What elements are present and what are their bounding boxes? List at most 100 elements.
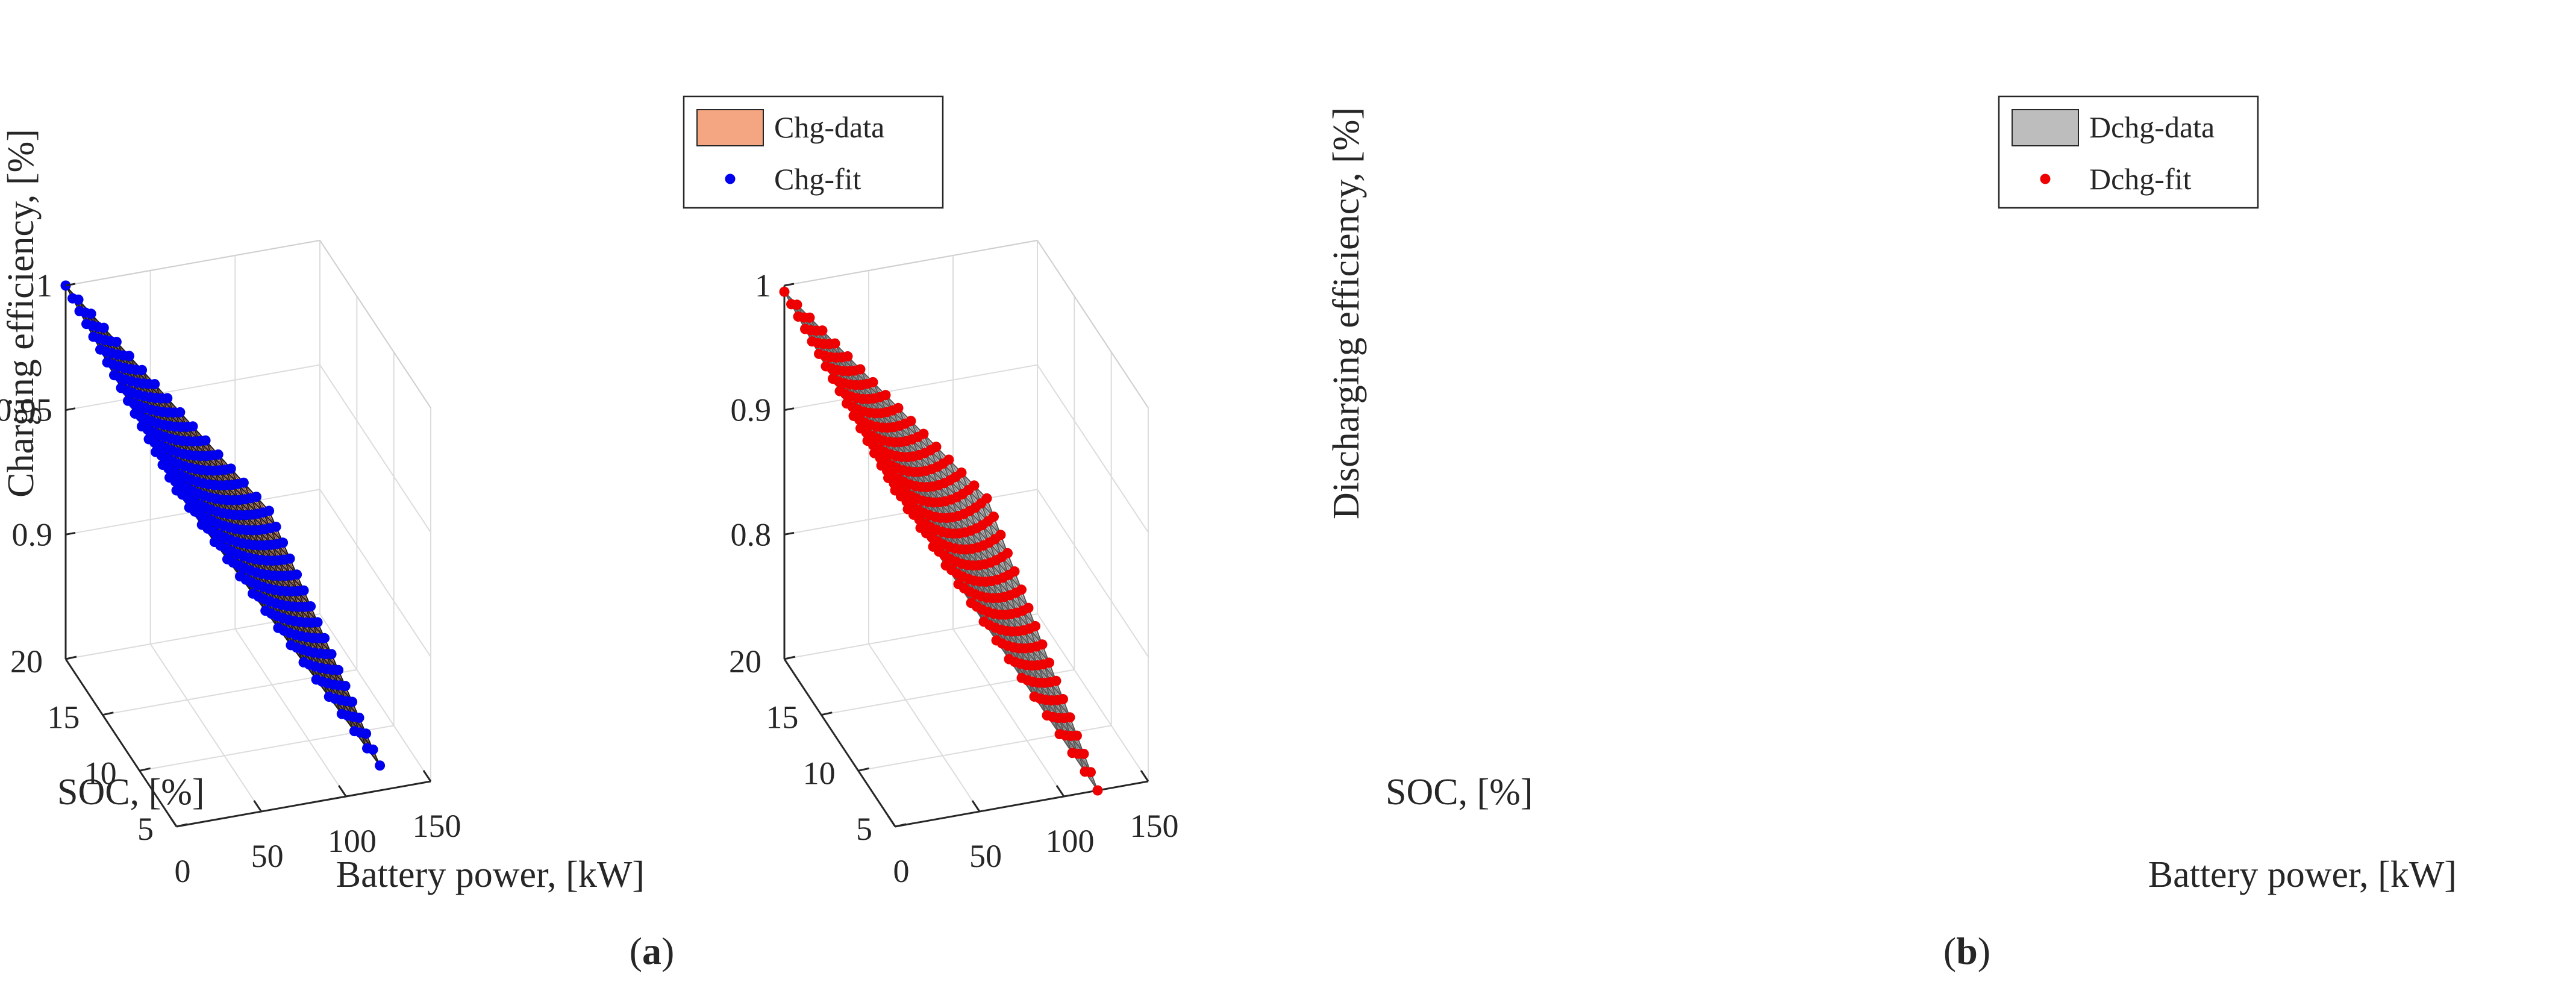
fit-point [1058,694,1068,704]
x-axis-label: Battery power, [kW] [336,854,645,895]
fit-point [779,286,790,297]
y-tick-label: 20 [729,643,761,680]
grid-line [319,489,431,657]
z-tick-label: 0.8 [731,516,772,552]
x-tick-mark [971,800,981,812]
y-tick-mark [139,767,151,772]
fit-point [137,364,148,375]
fit-point [333,664,344,675]
grid-line [319,364,431,533]
fit-point [284,553,295,564]
legend-swatch-surface [696,109,764,146]
grid-line [1037,489,1149,657]
fit-point [187,421,198,432]
legend-swatch-surface [2012,109,2079,146]
fit-point [367,744,378,755]
x-axis-line [176,780,431,828]
grid-line [234,628,347,797]
fit-point [1009,566,1020,577]
fit-point [956,467,967,478]
panel-caption-a-letter: a [642,930,661,972]
legend-swatch-fit [725,174,736,184]
fit-point [264,505,275,516]
fit-point [1092,785,1103,796]
fit-point [98,322,109,333]
grid-line [65,364,320,411]
x-tick-mark [338,785,347,797]
fit-point [361,728,372,739]
fit-point [943,454,954,465]
fit-point [855,364,866,375]
z-tick-mark [784,407,795,411]
y-tick-label: 10 [84,755,117,791]
z-tick-mark [65,283,76,287]
y-tick-label: 15 [766,699,798,736]
fit-point [792,299,802,310]
x-tick-label: 50 [251,838,284,874]
grid-line [868,643,980,812]
fit-point [1078,748,1089,759]
fit-point [86,308,96,319]
grid-line [1037,613,1149,782]
fit-point [124,351,134,361]
fit-point [1044,657,1054,668]
fit-point [969,480,980,491]
legend-label-fit: Chg-fit [774,162,861,196]
y-tick-label: 20 [10,643,43,680]
fit-point [73,294,84,305]
legend-label-surface: Chg-data [774,110,884,144]
fit-point [1064,712,1075,723]
y-tick-mark [784,655,796,660]
fit-point [1030,621,1040,631]
fit-point [989,511,999,522]
fit-point [1051,675,1061,686]
fit-point [893,402,904,413]
y-tick-mark [895,823,907,828]
fit-point [292,569,302,580]
z-tick-label: 0.9 [731,392,772,428]
x-tick-mark [1140,770,1149,782]
fit-point [868,377,878,387]
fit-point [804,312,815,323]
x-tick-label: 100 [1046,823,1095,859]
panel-caption-a: (a) [630,930,675,972]
grid-line [784,364,1038,411]
y-axis-line [64,658,178,827]
fit-point [1002,548,1013,558]
fit-point [842,351,853,361]
fit-point [213,449,224,460]
z-tick-mark [784,531,795,536]
grid-line [319,613,431,782]
fit-point [981,493,992,504]
legend-swatch-fit [2040,174,2051,184]
fit-point [1086,767,1096,778]
y-axis-label: SOC, [%] [1386,772,1533,813]
y-tick-label: 15 [47,699,80,736]
grid-line [952,628,1064,797]
box-edge [65,240,320,286]
fit-point [278,537,289,548]
z-tick-mark [784,283,795,287]
y-tick-mark [65,655,77,660]
fit-point [175,407,186,417]
fit-point [326,649,337,660]
fit-point [905,416,916,427]
fit-point [1072,730,1082,741]
y-tick-mark [176,823,188,828]
z-tick-mark [65,407,76,411]
panel-caption-b-letter: b [1956,930,1978,972]
fit-point [995,530,1006,540]
fit-point [162,393,173,404]
z-axis-label: Charging efficiency, [%] [1,129,42,498]
fit-point [111,337,122,347]
fit-point [830,338,840,349]
fit-point [354,712,364,723]
y-axis-line [783,658,896,827]
grid-line [1037,364,1149,533]
z-axis-label: Discharging efficiency, [%] [1326,107,1367,519]
fit-point [312,617,323,628]
